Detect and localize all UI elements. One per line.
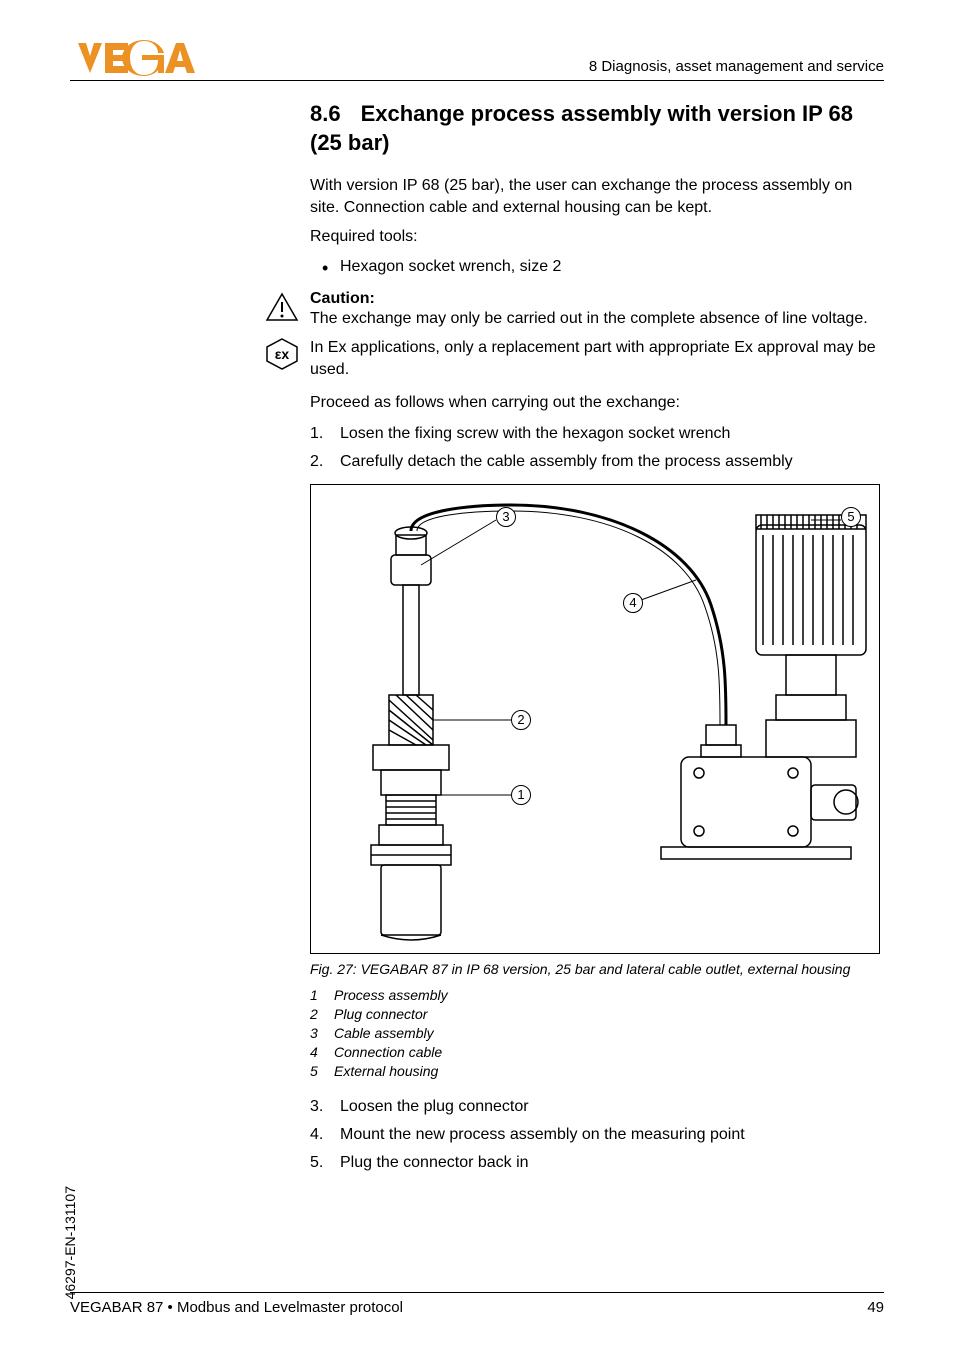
- callout-2: 2: [511, 710, 531, 730]
- step-item: 5.Plug the connector back in: [310, 1151, 884, 1175]
- caution-text: The exchange may only be carried out in …: [310, 308, 884, 330]
- step-item: 2.Carefully detach the cable assembly fr…: [310, 450, 884, 474]
- footer-divider: [70, 1292, 884, 1293]
- figure-container: 1 2 3 4 5 Fig. 27: VEGABAR 87 in IP 68 v…: [310, 484, 884, 1081]
- required-tools-label: Required tools:: [310, 226, 884, 248]
- legend-item: 4Connection cable: [310, 1043, 884, 1062]
- ex-icon: εx: [263, 337, 301, 376]
- chapter-header: 8 Diagnosis, asset management and servic…: [589, 58, 884, 75]
- brand-logo: [70, 38, 200, 83]
- legend-item: 5External housing: [310, 1062, 884, 1081]
- step-item: 4.Mount the new process assembly on the …: [310, 1123, 884, 1147]
- caution-label: Caution:: [310, 290, 375, 307]
- caution-block: Caution: The exchange may only be carrie…: [310, 290, 884, 330]
- tool-item: Hexagon socket wrench, size 2: [310, 256, 884, 278]
- section-heading: 8.6Exchange process assembly with versio…: [310, 100, 884, 157]
- callout-3: 3: [496, 507, 516, 527]
- legend-item: 1Process assembly: [310, 986, 884, 1005]
- procedure-intro: Proceed as follows when carrying out the…: [310, 392, 884, 414]
- steps-before-figure: 1.Losen the fixing screw with the hexago…: [310, 422, 884, 474]
- footer-product: VEGABAR 87 • Modbus and Levelmaster prot…: [70, 1299, 403, 1316]
- steps-after-figure: 3.Loosen the plug connector 4.Mount the …: [310, 1095, 884, 1175]
- step-item: 3.Loosen the plug connector: [310, 1095, 884, 1119]
- figure-legend: 1Process assembly 2Plug connector 3Cable…: [310, 986, 884, 1080]
- legend-item: 3Cable assembly: [310, 1024, 884, 1043]
- tools-list: Hexagon socket wrench, size 2: [310, 256, 884, 278]
- page-footer: VEGABAR 87 • Modbus and Levelmaster prot…: [70, 1292, 884, 1316]
- header-divider: [70, 80, 884, 81]
- ex-block: εx In Ex applications, only a replacemen…: [310, 337, 884, 380]
- caution-icon: [265, 292, 299, 327]
- svg-text:εx: εx: [275, 346, 290, 362]
- ex-text: In Ex applications, only a replacement p…: [310, 337, 884, 380]
- callout-5: 5: [841, 507, 861, 527]
- step-item: 1.Losen the fixing screw with the hexago…: [310, 422, 884, 446]
- section-number: 8.6: [310, 100, 341, 129]
- callout-1: 1: [511, 785, 531, 805]
- figure-caption: Fig. 27: VEGABAR 87 in IP 68 version, 25…: [310, 960, 884, 978]
- callout-4: 4: [623, 593, 643, 613]
- figure-diagram: 1 2 3 4 5: [310, 484, 880, 954]
- legend-item: 2Plug connector: [310, 1005, 884, 1024]
- page-number: 49: [867, 1299, 884, 1316]
- document-id: 46297-EN-131107: [62, 1186, 78, 1299]
- intro-paragraph: With version IP 68 (25 bar), the user ca…: [310, 175, 884, 218]
